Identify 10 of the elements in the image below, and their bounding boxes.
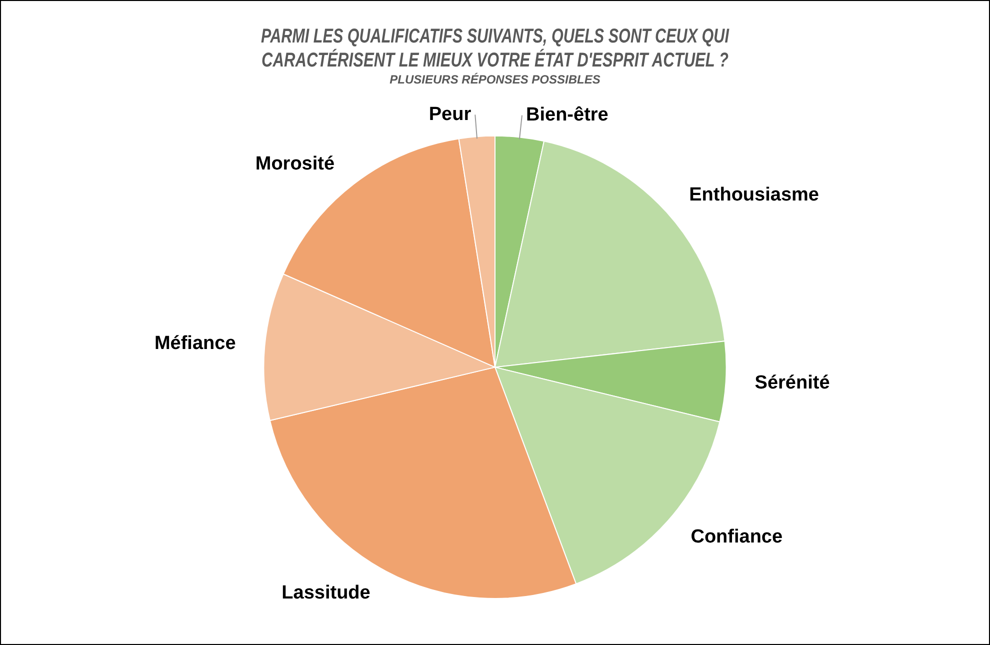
slice-label: Bien-être [526, 104, 608, 126]
slice-label: Peur [428, 104, 472, 125]
slice-label: Sérénité [754, 372, 830, 394]
slice-label: Morosité [255, 153, 335, 174]
slice-label: Méfiance [154, 333, 236, 354]
chart-subtitle: PLUSIEURS RÉPONSES POSSIBLES [390, 72, 600, 87]
chart-title: PARMI LES QUALIFICATIFS SUIVANTS, QUELS SONT CEUX QUI CARACTÉRISENT LE MIEUX VOTRE ÉTAT D'ESPRIT ACTUEL ? [261, 24, 730, 71]
slice-label: Confiance [690, 526, 783, 548]
slice-label: Enthousiasme [689, 184, 819, 206]
slice-label: Lassitude [282, 582, 370, 604]
